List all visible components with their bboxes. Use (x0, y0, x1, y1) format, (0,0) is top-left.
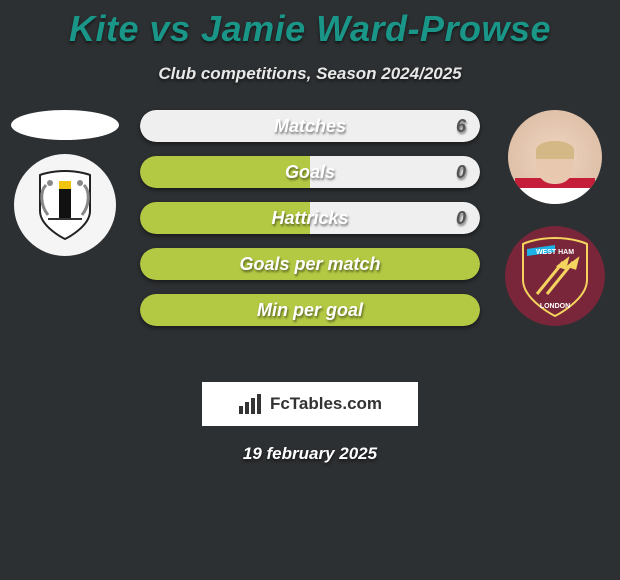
svg-text:WEST HAM: WEST HAM (536, 249, 574, 256)
left-player-portrait-placeholder (11, 110, 119, 140)
left-club-crest (14, 154, 116, 256)
stat-value-right: 0 (456, 156, 466, 188)
bars-icon (238, 393, 264, 415)
stat-row: Goals0 (140, 156, 480, 188)
stat-row: Matches6 (140, 110, 480, 142)
left-player-column (0, 110, 130, 256)
stat-value-right: 6 (456, 110, 466, 142)
svg-text:LONDON: LONDON (540, 303, 570, 310)
right-player-portrait (508, 110, 602, 204)
watermark: FcTables.com (202, 382, 418, 426)
stat-row: Min per goal (140, 294, 480, 326)
stat-rows: Matches6Goals0Hattricks0Goals per matchM… (140, 110, 480, 340)
stat-value-right: 0 (456, 202, 466, 234)
stat-label: Min per goal (140, 294, 480, 326)
date-line: 19 february 2025 (0, 444, 620, 464)
stat-label: Hattricks (140, 202, 480, 234)
stat-row: Hattricks0 (140, 202, 480, 234)
westham-crest-icon: WEST HAM LONDON (505, 226, 605, 326)
comparison-title: Kite vs Jamie Ward-Prowse (0, 0, 620, 50)
stat-label: Goals per match (140, 248, 480, 280)
watermark-text: FcTables.com (270, 394, 382, 414)
comparison-content: WEST HAM LONDON Matches6Goals0Hattricks0… (0, 110, 620, 370)
stat-label: Goals (140, 156, 480, 188)
right-player-column: WEST HAM LONDON (490, 110, 620, 326)
right-club-crest: WEST HAM LONDON (505, 226, 605, 326)
comparison-subtitle: Club competitions, Season 2024/2025 (0, 64, 620, 84)
stat-row: Goals per match (140, 248, 480, 280)
crest-icon (30, 167, 100, 243)
stat-label: Matches (140, 110, 480, 142)
